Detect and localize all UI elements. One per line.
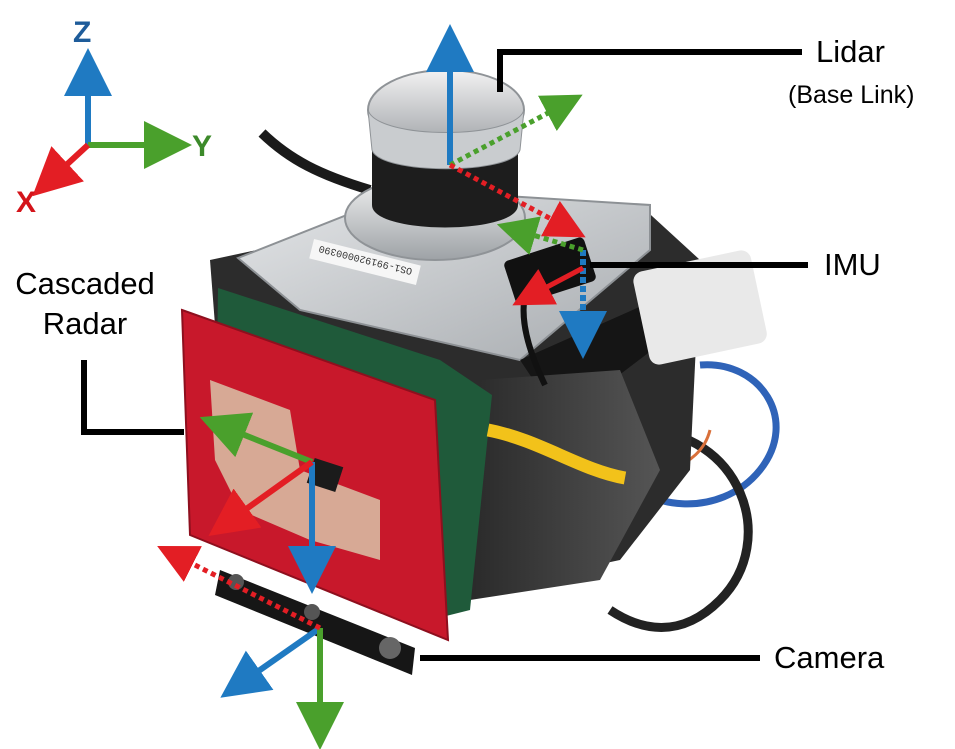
radar-y-arrow [199,412,314,465]
radar-label-line2: Radar [42,306,128,341]
lower-housing [470,370,660,600]
camera-body [215,570,415,675]
camera-label: Camera [774,640,885,675]
legend-x-label: X [16,186,37,219]
imu-label: IMU [824,247,881,282]
sensor-rig: OS1-991920000390 [180,69,780,675]
camera-lens-right [379,637,401,659]
camera-lens-mid [304,604,320,620]
serial-label [309,238,421,286]
callout-lines [81,49,808,661]
lidar-y-arrow [448,94,583,168]
lidar-label: Lidar [816,34,885,69]
lidar-cap-side [367,109,525,170]
lidar-sublabel: (Base Link) [788,81,915,109]
legend-y-label: Y [192,130,213,163]
radar-frame [199,412,336,594]
radar-label-line1: Cascaded [15,266,155,301]
camera-frame [157,546,344,749]
radar-chip [306,458,344,492]
legend-z-label: Z [73,16,92,49]
imu-frame [496,216,607,359]
axes-legend [32,48,192,197]
lidar-cable [258,129,372,195]
legend-x-arrow [32,142,91,197]
lidar-x-arrow [448,162,586,238]
radar-callout-line [81,360,184,435]
camera-x-arrow [157,546,322,631]
lidar-frame [426,24,586,238]
black-cable [607,425,753,632]
radar-x-arrow [208,459,314,536]
right-enclosure [633,250,767,365]
imu-y-arrow [496,216,584,255]
yellow-cable [486,423,627,485]
imu-x-arrow [512,265,585,306]
camera-z-arrow [220,625,322,698]
lidar-callout-line [497,49,802,92]
